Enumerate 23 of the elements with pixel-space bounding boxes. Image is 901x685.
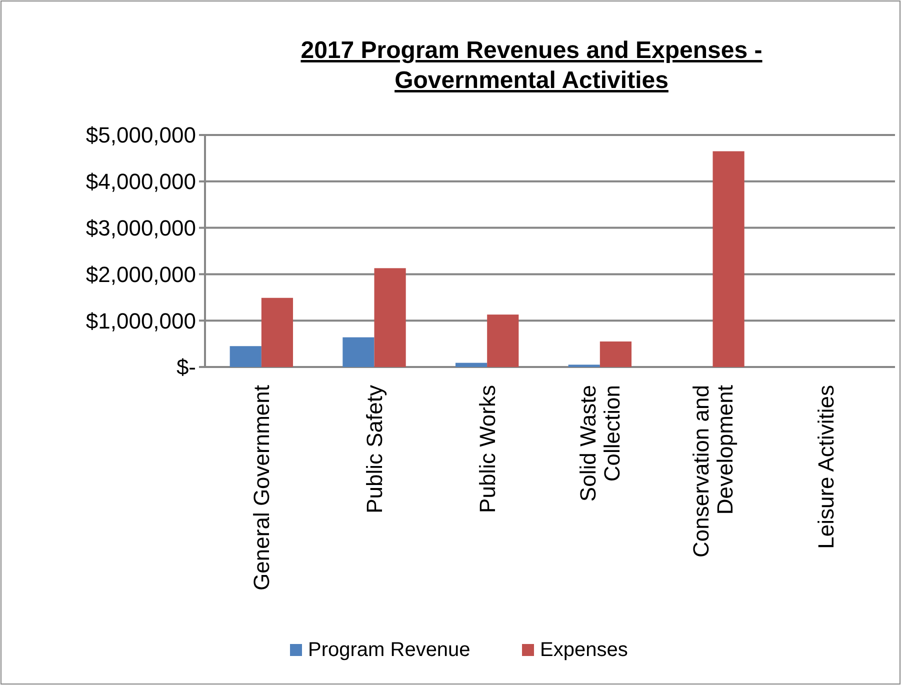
y-tick-label: $2,000,000	[86, 262, 196, 287]
chart-title: 2017 Program Revenues and Expenses - Governmental Activities	[300, 37, 762, 94]
legend-label: Expenses	[540, 639, 628, 661]
y-tick-label: $4,000,000	[86, 169, 196, 194]
y-tick-label: $5,000,000	[86, 122, 196, 148]
bar	[712, 151, 744, 367]
bar	[374, 268, 406, 367]
bar	[487, 314, 519, 367]
legend-label: Program Revenue	[308, 639, 470, 661]
x-tick-label: Leisure Activities	[813, 385, 838, 549]
x-tick-label: Solid Waste Collection	[576, 385, 625, 502]
y-tick-label: $3,000,000	[86, 216, 196, 240]
x-tick-label: Public Safety	[362, 385, 387, 514]
bar	[230, 346, 262, 367]
y-tick-label: $-	[176, 354, 196, 380]
bar	[342, 337, 374, 367]
x-tick-label: Conservation and Development	[688, 385, 738, 558]
bar	[261, 298, 294, 367]
bar	[600, 341, 632, 367]
bar	[455, 362, 488, 367]
x-tick-label: Public Works	[474, 385, 500, 513]
y-tick-label: $1,000,000	[86, 308, 196, 334]
x-tick-label: General Government	[249, 385, 274, 590]
